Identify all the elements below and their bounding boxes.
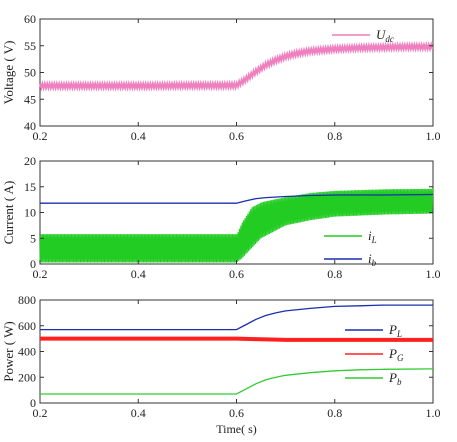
y-tick-label: 5: [30, 231, 36, 245]
x-tick-label: 0.4: [131, 406, 146, 420]
x-tick-label: 0.4: [131, 267, 146, 281]
y-tick-label: 20: [24, 154, 36, 168]
y-tick-label: 40: [24, 119, 36, 133]
x-tick-label: 1.0: [426, 267, 441, 281]
y-axis-label: Voltage ( V): [1, 41, 16, 105]
y-tick-label: 50: [24, 66, 36, 80]
x-tick-label: 0.6: [229, 129, 244, 143]
x-tick-label: 1.0: [426, 129, 441, 143]
y-tick-label: 15: [24, 180, 36, 194]
series-Pb-line: [40, 368, 434, 395]
y-tick-label: 55: [24, 39, 36, 53]
y-tick-label: 400: [18, 345, 36, 359]
x-tick-label: 0.2: [33, 267, 48, 281]
x-axis-label: Time( s): [216, 422, 257, 436]
y-tick-label: 800: [18, 293, 36, 307]
y-axis-label: Power ( W): [1, 321, 16, 381]
y-tick-label: 10: [24, 206, 36, 220]
x-tick-label: 0.2: [33, 129, 48, 143]
chart-panel-2: 0.2 0.4 0.6 0.8 1.0 0 5 10 15 20 Current ( A) iL ib: [1, 154, 441, 281]
legend-label-iL: iL: [368, 228, 377, 245]
series-PL-line: [40, 304, 433, 331]
series-ib-line: [40, 193, 434, 204]
x-tick-label: 0.6: [229, 406, 244, 420]
series-iL-band: [39, 188, 434, 263]
x-tick-label: 0.8: [327, 129, 342, 143]
plot-area: [39, 299, 434, 404]
x-tick-label: 0.8: [327, 406, 342, 420]
y-tick-label: 600: [18, 319, 36, 333]
y-tick-label: 0: [30, 396, 36, 410]
x-tick-label: 0.6: [229, 267, 244, 281]
x-tick-label: 1.0: [426, 406, 441, 420]
y-tick-label: 60: [24, 12, 36, 26]
x-tick-label: 0.2: [33, 406, 48, 420]
y-tick-label: 0: [30, 257, 36, 271]
x-tick-label: 0.8: [327, 267, 342, 281]
plot-area: [39, 18, 434, 127]
y-tick-label: 200: [18, 370, 36, 384]
series-Udc-line: [39, 40, 434, 92]
series-PG-line: [40, 336, 433, 342]
y-tick-label: 45: [24, 92, 36, 106]
y-axis-label: Current ( A): [1, 181, 16, 245]
legend-label-ib: ib: [368, 251, 377, 268]
x-tick-label: 0.4: [131, 129, 146, 143]
